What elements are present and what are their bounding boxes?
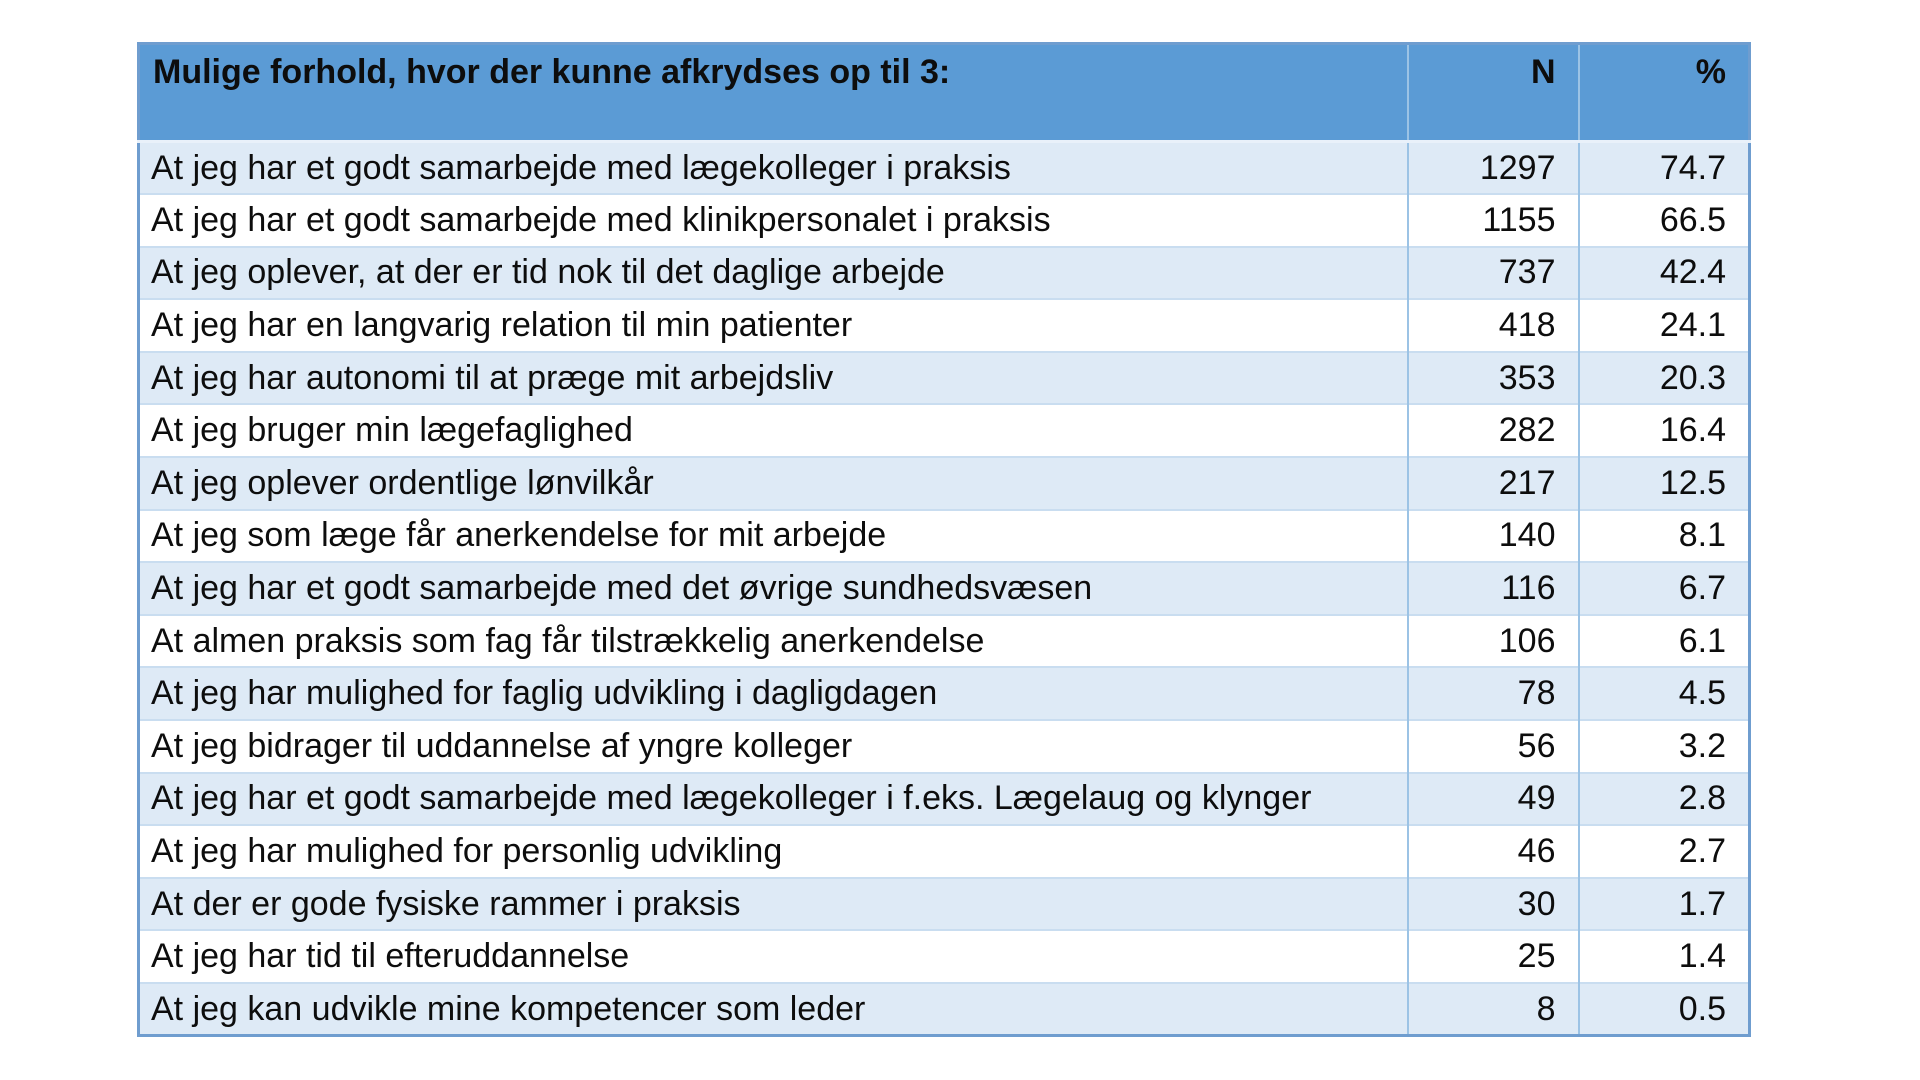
table-row: At jeg bruger min lægefaglighed 282 16.4: [138, 403, 1750, 458]
row-n-cell: 46: [1406, 824, 1579, 878]
row-n-cell: 30: [1406, 876, 1579, 931]
table-row: At jeg som læge får anerkendelse for mit…: [138, 508, 1750, 563]
row-pct-cell: 8.1: [1577, 508, 1750, 563]
header-row: Mulige forhold, hvor der kunne afkrydses…: [138, 43, 1750, 143]
row-pct-cell: 24.1: [1577, 298, 1750, 352]
row-pct-cell: 1.4: [1577, 929, 1750, 983]
row-n-cell: 106: [1406, 613, 1579, 668]
table-row: At jeg bidrager til uddannelse af yngre …: [138, 719, 1750, 773]
row-pct-cell: 6.7: [1577, 561, 1750, 615]
row-pct-cell: 2.8: [1577, 771, 1750, 826]
table-row: At almen praksis som fag får tilstrækkel…: [138, 613, 1750, 668]
row-label-cell: At jeg kan udvikle mine kompetencer som …: [138, 982, 1408, 1036]
column-header-n: N: [1406, 43, 1579, 143]
row-n-cell: 116: [1406, 561, 1579, 615]
row-n-cell: 282: [1406, 403, 1579, 458]
results-table-container: Mulige forhold, hvor der kunne afkrydses…: [137, 42, 1751, 1038]
row-n-cell: 8: [1406, 982, 1579, 1036]
row-label-cell: At jeg har et godt samarbejde med lægeko…: [138, 771, 1408, 826]
row-pct-cell: 16.4: [1577, 403, 1750, 458]
row-pct-cell: 42.4: [1577, 245, 1750, 300]
table-row: At jeg har autonomi til at præge mit arb…: [138, 350, 1750, 405]
row-pct-cell: 3.2: [1577, 719, 1750, 773]
row-label-cell: At jeg har autonomi til at præge mit arb…: [138, 350, 1408, 405]
row-pct-cell: 20.3: [1577, 350, 1750, 405]
row-pct-cell: 74.7: [1577, 140, 1750, 195]
row-label-cell: At jeg har et godt samarbejde med lægeko…: [138, 140, 1408, 195]
row-n-cell: 25: [1406, 929, 1579, 983]
row-n-cell: 1155: [1406, 193, 1579, 247]
row-n-cell: 353: [1406, 350, 1579, 405]
table-row: At jeg har et godt samarbejde med lægeko…: [138, 140, 1750, 195]
row-label-cell: At jeg oplever, at der er tid nok til de…: [138, 245, 1408, 300]
table-row: At jeg har tid til efteruddannelse 25 1.…: [138, 929, 1750, 983]
results-table: Mulige forhold, hvor der kunne afkrydses…: [137, 42, 1751, 1038]
table-row: At jeg oplever, at der er tid nok til de…: [138, 245, 1750, 300]
row-n-cell: 1297: [1406, 140, 1579, 195]
row-label-cell: At jeg har mulighed for personlig udvikl…: [138, 824, 1408, 878]
row-pct-cell: 12.5: [1577, 456, 1750, 510]
row-label-cell: At jeg har tid til efteruddannelse: [138, 929, 1408, 983]
table-row: At der er gode fysiske rammer i praksis …: [138, 876, 1750, 931]
row-label-cell: At almen praksis som fag får tilstrækkel…: [138, 613, 1408, 668]
table-row: At jeg har mulighed for personlig udvikl…: [138, 824, 1750, 878]
row-n-cell: 140: [1406, 508, 1579, 563]
row-n-cell: 56: [1406, 719, 1579, 773]
row-label-cell: At jeg har mulighed for faglig udvikling…: [138, 666, 1408, 721]
table-header: Mulige forhold, hvor der kunne afkrydses…: [138, 43, 1750, 143]
row-label-cell: At jeg oplever ordentlige lønvilkår: [138, 456, 1408, 510]
row-label-cell: At jeg har en langvarig relation til min…: [138, 298, 1408, 352]
row-pct-cell: 1.7: [1577, 876, 1750, 931]
row-pct-cell: 66.5: [1577, 193, 1750, 247]
row-n-cell: 78: [1406, 666, 1579, 721]
table-row: At jeg har mulighed for faglig udvikling…: [138, 666, 1750, 721]
row-n-cell: 49: [1406, 771, 1579, 826]
table-row: At jeg har et godt samarbejde med det øv…: [138, 561, 1750, 615]
row-label-cell: At jeg har et godt samarbejde med det øv…: [138, 561, 1408, 615]
table-row: At jeg har et godt samarbejde med klinik…: [138, 193, 1750, 247]
row-n-cell: 217: [1406, 456, 1579, 510]
column-header-label: Mulige forhold, hvor der kunne afkrydses…: [138, 43, 1408, 143]
row-n-cell: 418: [1406, 298, 1579, 352]
row-pct-cell: 0.5: [1577, 982, 1750, 1036]
table-row: At jeg har en langvarig relation til min…: [138, 298, 1750, 352]
table-body: At jeg har et godt samarbejde med lægeko…: [138, 140, 1750, 1036]
table-row: At jeg kan udvikle mine kompetencer som …: [138, 982, 1750, 1036]
row-pct-cell: 6.1: [1577, 613, 1750, 668]
row-label-cell: At jeg bruger min lægefaglighed: [138, 403, 1408, 458]
row-label-cell: At jeg bidrager til uddannelse af yngre …: [138, 719, 1408, 773]
table-row: At jeg oplever ordentlige lønvilkår 217 …: [138, 456, 1750, 510]
row-label-cell: At jeg har et godt samarbejde med klinik…: [138, 193, 1408, 247]
row-label-cell: At der er gode fysiske rammer i praksis: [138, 876, 1408, 931]
table-row: At jeg har et godt samarbejde med lægeko…: [138, 771, 1750, 826]
row-n-cell: 737: [1406, 245, 1579, 300]
row-label-cell: At jeg som læge får anerkendelse for mit…: [138, 508, 1408, 563]
column-header-pct: %: [1577, 43, 1750, 143]
row-pct-cell: 2.7: [1577, 824, 1750, 878]
row-pct-cell: 4.5: [1577, 666, 1750, 721]
